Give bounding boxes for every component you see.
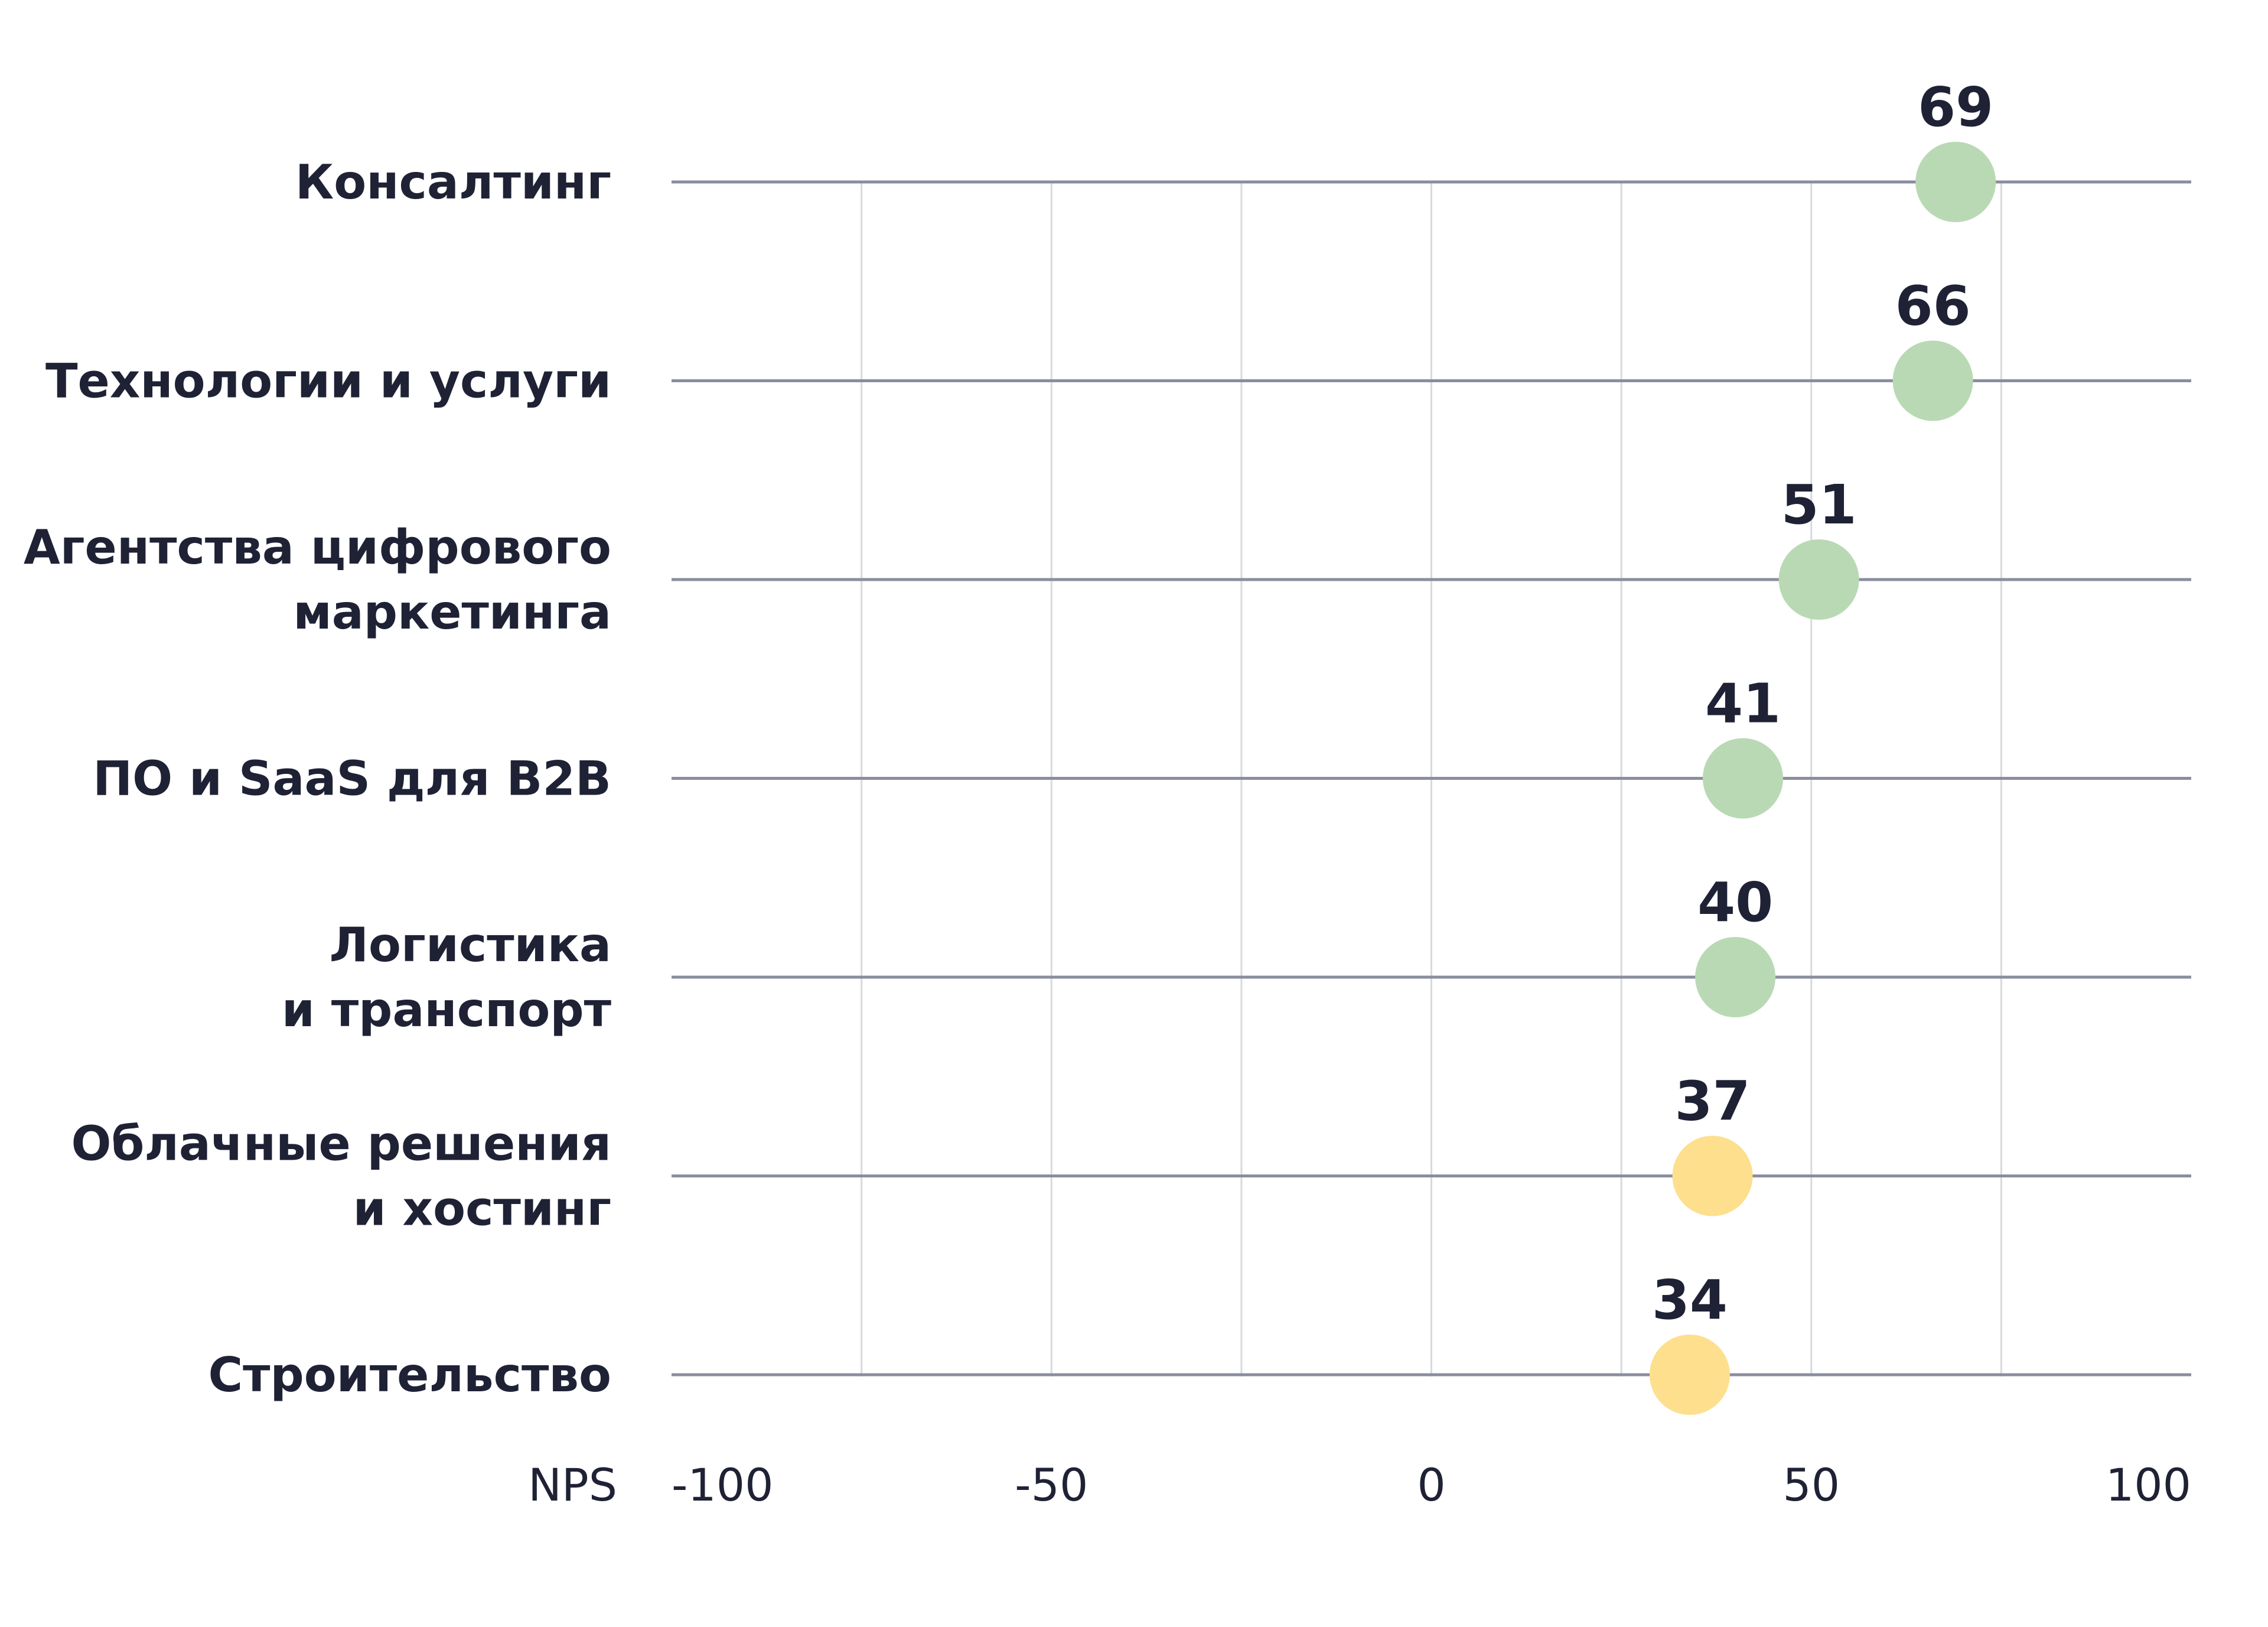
- data-point: [1915, 142, 1996, 222]
- value-label: 37: [1674, 1070, 1750, 1133]
- category-row: Технологии и услуги 66: [45, 275, 2191, 421]
- value-label: 34: [1652, 1268, 1728, 1332]
- data-point: [1892, 340, 1973, 421]
- category-row: ПО и SaaS для B2B 41: [93, 672, 2191, 819]
- value-label: 51: [1781, 473, 1857, 536]
- x-tick-label: 0: [1417, 1459, 1445, 1511]
- x-tick-label: -50: [1015, 1459, 1088, 1511]
- category-row: Облачные решения и хостинг 37: [71, 1070, 2191, 1236]
- value-label: 41: [1705, 672, 1781, 736]
- category-row: Агентства цифрового маркетинга 51: [24, 473, 2191, 640]
- data-point: [1649, 1335, 1730, 1415]
- category-rows: Консалтинг 69 Технологии и услуги 66 Агентст…: [24, 76, 2191, 1415]
- category-label: Логистика и транспорт: [282, 917, 612, 1037]
- category-label: Технологии и услуги: [45, 354, 611, 409]
- category-label: Агентства цифрового маркетинга: [24, 520, 611, 640]
- category-label: ПО и SaaS для B2B: [93, 751, 611, 806]
- category-row: Логистика и транспорт 40: [282, 871, 2191, 1037]
- category-row: Консалтинг 69: [295, 76, 2191, 222]
- data-point: [1778, 539, 1859, 620]
- category-label: Облачные решения и хостинг: [71, 1117, 611, 1236]
- x-axis-title: NPS: [528, 1459, 617, 1511]
- x-axis: NPS -100 -50 0 50 100: [528, 1459, 2191, 1511]
- category-row: Строительство 34: [208, 1268, 2191, 1415]
- x-tick-label: 50: [1783, 1459, 1840, 1511]
- category-label: Консалтинг: [295, 155, 611, 210]
- category-label: Строительство: [208, 1348, 611, 1403]
- x-tick-label: 100: [2106, 1459, 2191, 1511]
- value-label: 40: [1697, 871, 1773, 934]
- data-point: [1695, 937, 1776, 1017]
- value-label: 69: [1918, 76, 1993, 139]
- data-point: [1672, 1135, 1753, 1216]
- x-tick-label: -100: [672, 1459, 773, 1511]
- data-point: [1702, 738, 1783, 819]
- value-label: 66: [1895, 275, 1971, 338]
